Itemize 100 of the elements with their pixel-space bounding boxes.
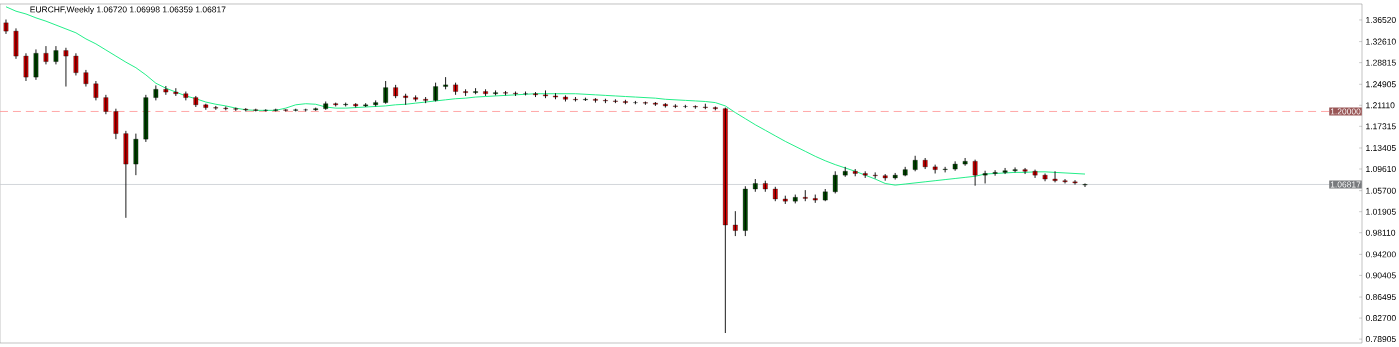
candlestick [1052,170,1058,183]
candlestick [153,84,159,101]
candlestick [683,104,688,109]
candlestick [443,76,448,90]
candlestick [263,108,269,112]
candlestick [1082,183,1088,188]
candlestick [1062,178,1068,184]
candlestick [922,157,928,170]
candlestick [363,102,369,108]
candlestick [173,87,179,97]
candlestick [972,159,978,187]
candlestick [593,97,598,104]
candlestick [603,98,608,104]
candlestick [852,168,858,177]
candlestick [93,80,99,101]
candlestick [403,93,408,106]
candlestick [1012,166,1018,173]
candlestick [862,170,868,179]
candlestick [203,103,209,111]
candlestick [193,95,199,108]
candlestick [892,172,898,181]
y-tick-label: 0.98110 [1365,229,1396,236]
candlestick [822,188,828,202]
candlestick [413,94,418,102]
candlestick [762,180,768,193]
candlestick [1022,167,1028,175]
y-tick-label: 0.82700 [1365,315,1396,322]
candlestick [653,101,658,107]
candlestick [333,102,339,107]
candlestick [782,195,788,205]
candlestick [633,100,638,105]
candlestick [772,186,778,202]
y-tick-label: 0.78905 [1365,336,1396,343]
candlestick [303,108,309,112]
candlestick [553,92,558,100]
candlestick [433,82,438,102]
y-tick-label: 1.24905 [1366,81,1396,88]
candlestick [752,178,758,193]
y-tick-label: 1.36520 [1366,16,1396,23]
candlestick [63,47,69,87]
y-tick-label: 1.05700 [1366,187,1396,194]
candlestick [253,108,259,112]
candlestick [13,27,19,60]
candlestick [703,103,708,110]
ref-line-label: 1.06817 [1330,181,1361,188]
candlestick [223,106,229,111]
candlestick [533,91,538,98]
y-tick-label: 1.01905 [1366,208,1396,215]
candlestick [83,69,89,87]
candlestick [423,96,428,104]
chart-title: EURCHF,Weekly 1.06720 1.06998 1.06359 1.06817 [30,6,226,15]
candlestick [722,107,728,334]
candlestick [493,89,498,96]
y-tick-label: 1.32610 [1366,38,1396,45]
candlestick [962,157,968,167]
candlestick [243,107,249,112]
y-tick-label: 1.13405 [1366,145,1396,151]
candlestick [623,99,628,105]
y-tick-label: 0.94200 [1365,251,1396,258]
candlestick [673,103,678,109]
candlestick [463,88,468,97]
candlestick [283,108,289,112]
candlestick [812,194,818,204]
candlestick [583,97,588,102]
candlestick [1002,167,1008,175]
candlestick [802,189,808,202]
candlestick [942,166,948,173]
y-tick-label: 1.28815 [1366,59,1396,66]
candlestick [902,166,908,177]
candlestick [163,85,169,96]
candlestick [982,170,988,184]
candlestick [503,90,508,96]
candlestick [373,99,379,107]
candlestick [792,194,798,204]
candlestick [323,101,329,111]
candlestick [832,170,838,194]
candlestick [742,185,748,237]
candlestick [43,45,49,65]
candlestick [1032,169,1038,179]
candlestick [992,169,998,177]
candlestick [842,166,848,178]
candlestick [573,96,578,102]
candlestick [872,171,878,179]
candlestick [353,102,359,109]
candlestick [233,107,239,112]
candlestick [732,210,738,237]
candlestick [952,160,958,172]
candlestick [343,102,349,107]
candlestick [513,91,518,97]
y-tick-label: 1.17315 [1366,123,1396,130]
candlestick [393,84,398,99]
candlestick [453,82,458,96]
ref-line-label: 1.20000 [1330,108,1361,115]
candlestick [663,102,668,109]
y-tick-label: 1.21110 [1366,102,1395,109]
candlestick [1042,173,1048,182]
candlestick [523,91,528,96]
candlestick [1072,179,1078,186]
candlestick [273,108,279,112]
candlestick [613,98,618,104]
